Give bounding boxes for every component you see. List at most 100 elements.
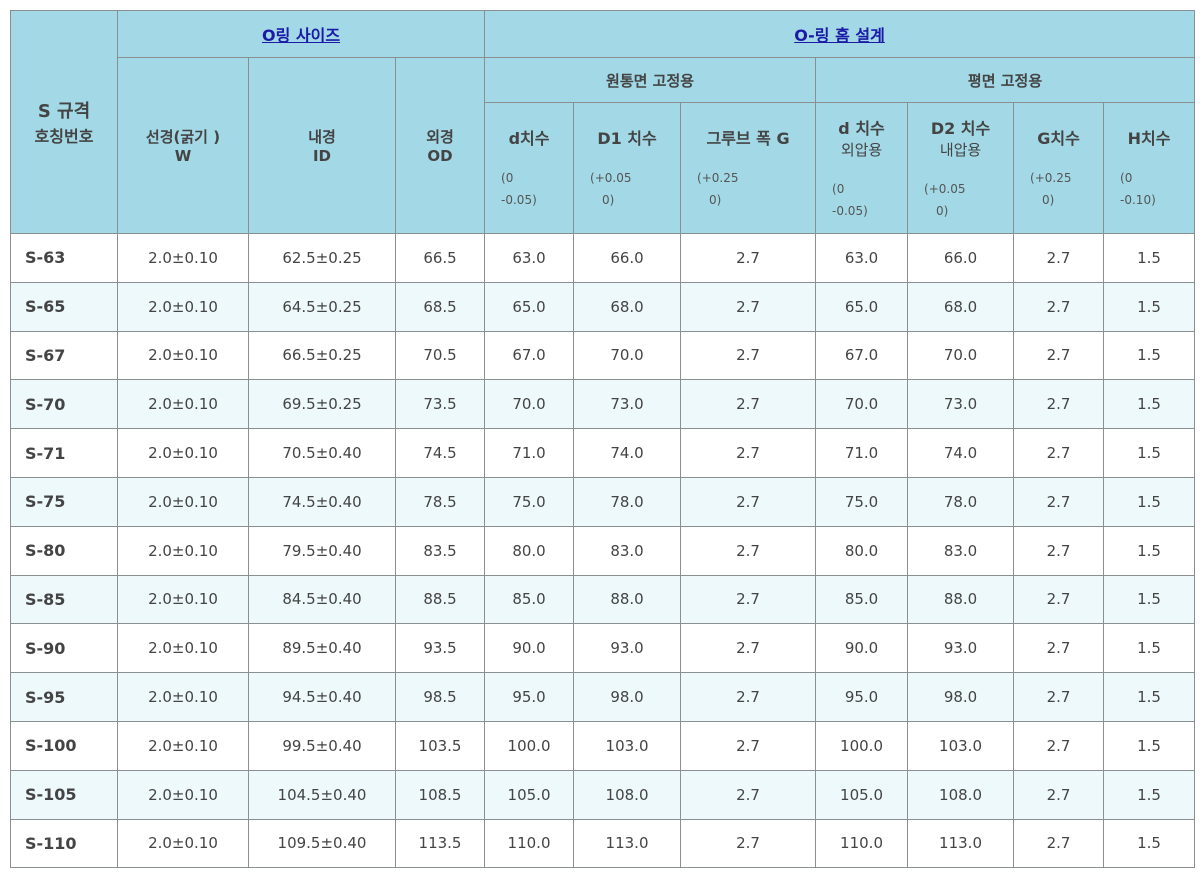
table-cell: 2.7 [1013, 233, 1105, 283]
table-cell: 2.7 [1013, 428, 1105, 478]
table-cell: 73.5 [394, 379, 486, 430]
table-cell: 2.0±0.10 [117, 525, 249, 576]
table-cell: 2.0±0.10 [117, 574, 249, 625]
header-H: H치수 (0 -0.10) [1103, 102, 1196, 234]
tol-lower: -0.10) [1120, 193, 1156, 207]
table-cell: 78.0 [907, 476, 1015, 527]
table-cell: 68.0 [573, 281, 682, 332]
row-code: S-70 [10, 379, 118, 430]
table-cell: 2.0±0.10 [117, 818, 249, 869]
header-od-label: 외경 [426, 128, 454, 146]
header-D2: D2 치수 내압용 (+0.05 0) [907, 102, 1015, 234]
table-cell: 66.5 [394, 233, 486, 283]
table-cell: 2.7 [1013, 330, 1105, 381]
table-cell: 78.5 [394, 476, 486, 527]
header-groove: 그루브 폭 G (+0.25 0) [680, 102, 817, 234]
table-cell: 70.0 [573, 330, 682, 381]
table-row: S-105 2.0±0.10 104.5±0.40 108.5 105.0 108.0 2.… [10, 769, 1196, 820]
row-code: S-63 [10, 233, 118, 283]
header-D1-label: D1 치수 [597, 129, 657, 148]
table-cell: 2.7 [680, 476, 817, 527]
table-cell: 2.7 [680, 281, 817, 332]
table-cell: 103.5 [394, 720, 486, 771]
table-cell: 1.5 [1103, 330, 1196, 381]
header-d1-label: d치수 [508, 129, 550, 148]
table-cell: 83.0 [907, 525, 1015, 576]
table-cell: 108.0 [907, 769, 1015, 820]
header-w-label: 선경(굵기 ) [145, 128, 221, 146]
table-cell: 105.0 [484, 769, 575, 820]
header-d2-tolerance: (0 -0.05) [816, 178, 907, 222]
table-cell: 2.0±0.10 [117, 769, 249, 820]
row-code: S-80 [10, 525, 118, 576]
table-cell: 80.0 [815, 525, 909, 576]
table-cell: 88.0 [573, 574, 682, 625]
table-cell: 2.0±0.10 [117, 476, 249, 527]
table-cell: 1.5 [1103, 672, 1196, 722]
table-cell: 1.5 [1103, 233, 1196, 283]
table-cell: 74.5±0.40 [248, 476, 396, 527]
table-cell: 99.5±0.40 [248, 720, 396, 771]
header-G: G치수 (+0.25 0) [1013, 102, 1105, 234]
table-cell: 75.0 [815, 476, 909, 527]
table-cell: 2.0±0.10 [117, 672, 249, 722]
table-cell: 93.5 [394, 623, 486, 674]
table-cell: 73.0 [573, 379, 682, 430]
table-cell: 74.0 [907, 428, 1015, 478]
header-H-label: H치수 [1127, 129, 1171, 148]
table-cell: 1.5 [1103, 818, 1196, 869]
tol-lower: 0) [936, 203, 949, 218]
header-id-label: 내경 [308, 128, 336, 146]
tol-lower: -0.05) [501, 193, 537, 207]
header-d1: d치수 (0 -0.05) [484, 102, 575, 234]
table-cell: 78.0 [573, 476, 682, 527]
table-cell: 2.7 [680, 623, 817, 674]
tol-upper: (0 [832, 181, 845, 196]
table-cell: 110.0 [815, 818, 909, 869]
table-cell: 103.0 [907, 720, 1015, 771]
table-cell: 88.0 [907, 574, 1015, 625]
row-code: S-65 [10, 281, 118, 332]
table-cell: 2.0±0.10 [117, 233, 249, 283]
tol-lower: 0) [709, 193, 722, 207]
tol-upper: (+0.05 [924, 181, 966, 196]
table-cell: 62.5±0.25 [248, 233, 396, 283]
table-cell: 2.7 [1013, 281, 1105, 332]
table-cell: 83.5 [394, 525, 486, 576]
table-cell: 83.0 [573, 525, 682, 576]
table-cell: 113.5 [394, 818, 486, 869]
table-cell: 2.7 [1013, 720, 1105, 771]
table-cell: 66.0 [907, 233, 1015, 283]
header-w-sym: W [174, 147, 192, 165]
table-cell: 108.5 [394, 769, 486, 820]
header-groove-design: O-링 홈 설계 [484, 10, 1196, 58]
table-cell: 93.0 [907, 623, 1015, 674]
table-row: S-90 2.0±0.10 89.5±0.40 93.5 90.0 93.0 2.7 90.0… [10, 623, 1196, 674]
table-cell: 73.0 [907, 379, 1015, 430]
table-cell: 85.0 [484, 574, 575, 625]
row-code: S-85 [10, 574, 118, 625]
table-row: S-63 2.0±0.10 62.5±0.25 66.5 63.0 66.0 2.7 63.0… [10, 233, 1196, 283]
tol-upper: (0 [1120, 171, 1133, 185]
table-cell: 66.5±0.25 [248, 330, 396, 381]
groove-design-link[interactable]: O-링 홈 설계 [794, 26, 885, 45]
header-groove-label: 그루브 폭 G [706, 129, 790, 148]
header-d2-sub: 외압용 [840, 140, 883, 159]
table-cell: 2.7 [1013, 525, 1105, 576]
table-cell: 85.0 [815, 574, 909, 625]
header-d2: d 치수 외압용 (0 -0.05) [815, 102, 909, 234]
oring-size-link[interactable]: O링 사이즈 [261, 26, 341, 45]
table-cell: 2.7 [1013, 379, 1105, 430]
tol-lower: -0.05) [832, 203, 868, 218]
table-cell: 95.0 [484, 672, 575, 722]
table-cell: 2.7 [1013, 818, 1105, 869]
table-cell: 84.5±0.40 [248, 574, 396, 625]
table-cell: 2.7 [1013, 574, 1105, 625]
table-row: S-65 2.0±0.10 64.5±0.25 68.5 65.0 68.0 2.7 65.0… [10, 281, 1196, 332]
table-row: S-75 2.0±0.10 74.5±0.40 78.5 75.0 78.0 2.7 75.0… [10, 476, 1196, 527]
header-G-label: G치수 [1037, 129, 1080, 148]
table-cell: 67.0 [484, 330, 575, 381]
row-code: S-67 [10, 330, 118, 381]
table-cell: 90.0 [815, 623, 909, 674]
table-cell: 70.5 [394, 330, 486, 381]
